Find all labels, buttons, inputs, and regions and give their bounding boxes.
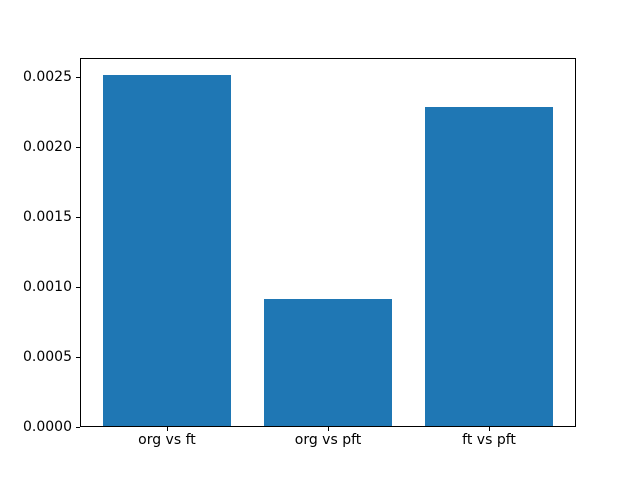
y-tick-mark	[76, 356, 80, 358]
plot-area	[80, 58, 576, 427]
y-tick-mark	[76, 76, 80, 78]
y-tick-label: 0.0020	[23, 138, 72, 155]
x-tick-label: ft vs pft	[462, 432, 516, 448]
bar-org-vs-ft	[102, 74, 232, 426]
y-tick-mark	[76, 146, 80, 148]
y-tick-label: 0.0005	[23, 348, 72, 365]
x-tick-mark	[328, 427, 329, 431]
y-tick-label: 0.0000	[23, 419, 72, 435]
y-tick-label: 0.0025	[23, 68, 72, 85]
y-tick-label: 0.0010	[23, 278, 72, 295]
y-tick-mark	[76, 286, 80, 288]
y-tick-mark	[76, 427, 80, 428]
x-tick-mark	[166, 427, 168, 431]
bar-org-vs-pft	[263, 298, 393, 426]
x-tick-mark	[489, 427, 491, 431]
y-tick-mark	[76, 216, 80, 218]
x-tick-label: org vs pft	[294, 432, 362, 448]
x-tick-label: org vs ft	[138, 432, 196, 448]
y-tick-label: 0.0015	[23, 208, 72, 225]
bar-ft-vs-pft	[424, 106, 554, 426]
